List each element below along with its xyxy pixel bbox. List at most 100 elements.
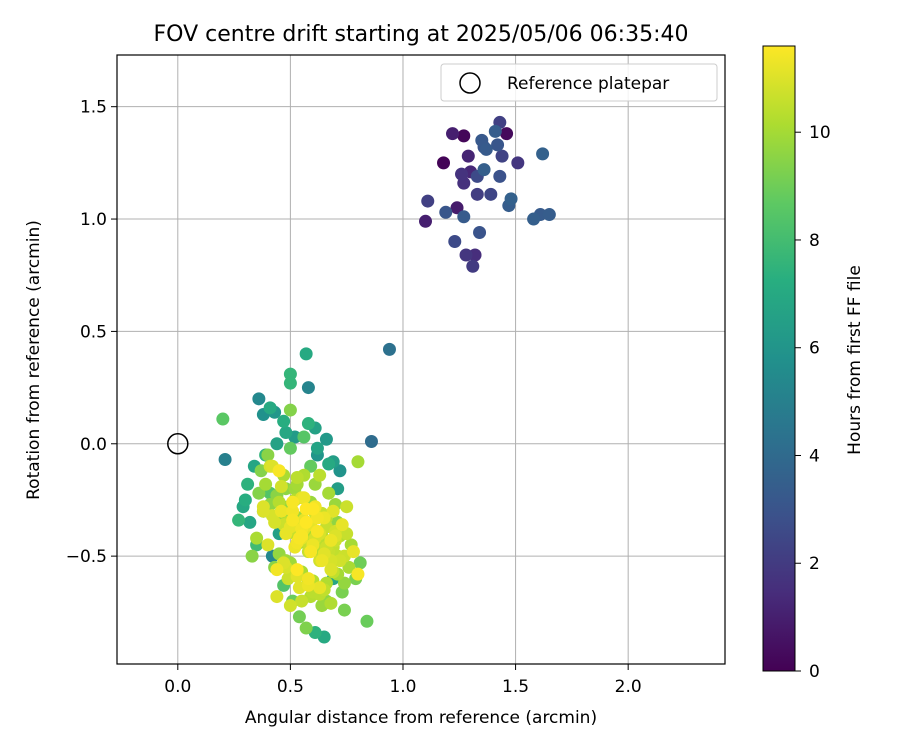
y-tick-label: 0.5 xyxy=(80,322,107,342)
colorbar-label: Hours from first FF file xyxy=(845,265,865,455)
data-point xyxy=(283,403,297,417)
legend-entry-reference-platepar: Reference platepar xyxy=(507,74,669,94)
data-point xyxy=(304,545,318,559)
y-tick-label: −0.5 xyxy=(66,547,107,567)
data-point xyxy=(542,208,556,222)
x-tick-label: 1.0 xyxy=(389,677,416,697)
data-point xyxy=(504,192,518,206)
colorbar: 0 2 4 6 8 10 Hours from first FF file xyxy=(762,45,865,682)
data-point xyxy=(315,554,329,568)
data-point xyxy=(283,441,297,455)
data-point xyxy=(270,437,284,451)
data-point xyxy=(272,464,286,478)
data-point xyxy=(437,156,451,170)
colorbar-tick-label: 4 xyxy=(809,446,820,466)
grid xyxy=(117,55,725,664)
data-point xyxy=(218,453,232,467)
x-tick-label: 0.5 xyxy=(277,677,304,697)
y-tick-label: 1.0 xyxy=(80,210,107,230)
data-point xyxy=(319,432,333,446)
data-point xyxy=(488,124,502,138)
x-tick-label: 0.0 xyxy=(164,677,191,697)
data-point xyxy=(479,142,493,156)
chart-title: FOV centre drift starting at 2025/05/06 … xyxy=(154,22,689,47)
data-point xyxy=(346,545,360,559)
plot-frame xyxy=(116,54,726,665)
data-point xyxy=(466,259,480,273)
data-point xyxy=(419,214,433,228)
data-point xyxy=(292,531,306,545)
data-point xyxy=(322,486,336,500)
data-point xyxy=(337,603,351,617)
data-point xyxy=(290,470,304,484)
data-point xyxy=(252,392,266,406)
data-point xyxy=(493,169,507,183)
data-point xyxy=(351,455,365,469)
colorbar-gradient xyxy=(762,45,796,672)
data-point xyxy=(342,560,356,574)
data-point xyxy=(310,524,324,538)
data-point xyxy=(304,459,318,473)
data-point xyxy=(241,477,255,491)
data-point xyxy=(468,248,482,262)
data-point xyxy=(286,513,300,527)
data-point xyxy=(297,491,311,505)
data-point xyxy=(277,414,291,428)
colorbar-tick-label: 0 xyxy=(809,662,820,682)
data-point xyxy=(326,504,340,518)
data-point xyxy=(313,581,327,595)
colorbar-tick-label: 6 xyxy=(809,339,820,359)
data-point xyxy=(340,500,354,514)
data-point xyxy=(421,194,435,208)
data-point xyxy=(279,426,293,440)
y-axis-label: Rotation from reference (arcmin) xyxy=(24,220,44,500)
data-point xyxy=(274,479,288,493)
data-point xyxy=(274,504,288,518)
data-point xyxy=(232,513,246,527)
data-point xyxy=(457,129,471,143)
data-point xyxy=(459,248,473,262)
data-point xyxy=(301,417,315,431)
x-tick-label: 1.5 xyxy=(502,677,529,697)
data-point xyxy=(382,342,396,356)
data-point xyxy=(290,563,304,577)
x-axis-label: Angular distance from reference (arcmin) xyxy=(245,708,597,728)
data-point xyxy=(263,401,277,415)
data-point xyxy=(353,556,367,570)
data-point xyxy=(477,163,491,177)
data-point xyxy=(439,205,453,219)
colorbar-ticks: 0 2 4 6 8 10 xyxy=(795,123,831,682)
data-point xyxy=(286,495,300,509)
data-point xyxy=(299,515,313,529)
data-point xyxy=(448,235,462,249)
data-point xyxy=(306,502,320,516)
legend-box xyxy=(440,63,718,102)
data-point xyxy=(299,621,313,635)
data-point xyxy=(536,147,550,161)
data-point xyxy=(484,187,498,201)
data-point xyxy=(455,167,469,181)
data-point xyxy=(243,515,257,529)
data-point xyxy=(360,614,374,628)
data-point xyxy=(491,138,505,152)
data-point xyxy=(283,376,297,390)
data-point xyxy=(495,149,509,163)
data-point xyxy=(461,149,475,163)
data-point xyxy=(301,572,315,586)
reference-platepar-marker xyxy=(167,433,189,455)
data-point xyxy=(256,500,270,514)
data-point xyxy=(313,468,327,482)
x-tick-label: 2.0 xyxy=(615,677,642,697)
colorbar-tick-label: 8 xyxy=(809,231,820,251)
data-point xyxy=(270,590,284,604)
data-point xyxy=(324,563,338,577)
data-point xyxy=(292,610,306,624)
data-point xyxy=(511,156,525,170)
data-point xyxy=(470,187,484,201)
data-point xyxy=(446,127,460,141)
data-point xyxy=(500,127,514,141)
data-point xyxy=(324,596,338,610)
data-point xyxy=(322,457,336,471)
data-point xyxy=(216,412,230,426)
